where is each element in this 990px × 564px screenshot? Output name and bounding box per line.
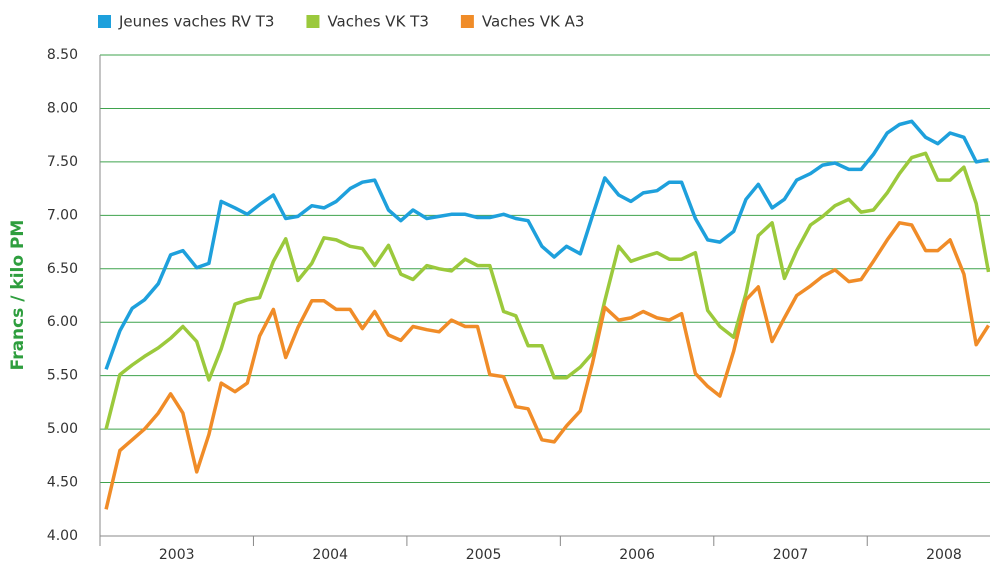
legend-label: Jeunes vaches RV T3: [118, 13, 274, 31]
x-tick-label: 2006: [619, 547, 655, 563]
y-tick-label: 6.00: [47, 314, 78, 330]
y-tick-label: 4.50: [47, 475, 78, 491]
series-line: [104, 151, 990, 430]
series-line: [104, 119, 989, 370]
x-tick-label: 2007: [773, 547, 809, 563]
legend-label: Vaches VK A3: [482, 13, 585, 31]
legend-swatch: [306, 15, 320, 28]
legend-label: Vaches VK T3: [327, 13, 428, 31]
x-tick-label: 2003: [159, 547, 195, 563]
y-tick-label: 5.00: [47, 421, 78, 437]
y-tick-label: 7.50: [47, 154, 78, 170]
legend-swatch: [460, 15, 474, 28]
x-tick-label: 2008: [926, 547, 962, 563]
y-axis-title: Francs / kilo PM: [8, 220, 28, 371]
y-tick-label: 5.50: [47, 368, 78, 384]
y-tick-label: 8.00: [47, 100, 78, 116]
y-tick-label: 8.50: [47, 47, 78, 63]
series-line: [104, 221, 990, 510]
x-tick-label: 2005: [466, 547, 502, 563]
y-tick-label: 7.00: [47, 207, 78, 223]
y-tick-label: 4.00: [47, 528, 78, 544]
y-tick-label: 6.50: [47, 261, 78, 277]
x-tick-label: 2004: [312, 547, 348, 563]
legend-swatch: [98, 15, 111, 28]
